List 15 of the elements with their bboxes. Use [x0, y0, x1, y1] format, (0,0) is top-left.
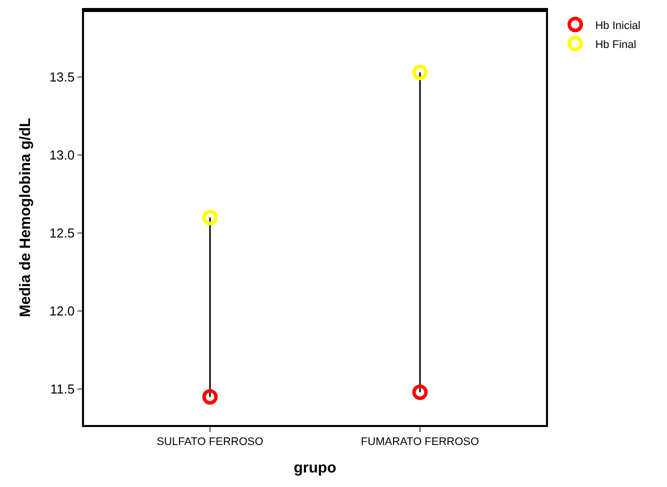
y-tick-label: 13.0 [49, 148, 75, 163]
y-axis-title: Media de Hemoglobina g/dL [17, 118, 34, 318]
y-tick-label: 12.0 [49, 304, 75, 319]
y-tick-label: 13.5 [49, 70, 75, 85]
y-tick-label: 11.5 [50, 382, 75, 397]
x-axis-title: grupo [294, 459, 336, 476]
legend-label: Hb Inicial [595, 20, 640, 32]
point [412, 64, 428, 80]
point [412, 384, 428, 400]
point [202, 389, 218, 405]
x-tick-label: SULFATO FERROSO [156, 436, 264, 448]
point [202, 210, 218, 226]
y-tick-label: 12.5 [49, 226, 75, 241]
x-tick-label: FUMARATO FERROSO [360, 436, 480, 448]
legend-label: Hb Final [595, 38, 636, 51]
